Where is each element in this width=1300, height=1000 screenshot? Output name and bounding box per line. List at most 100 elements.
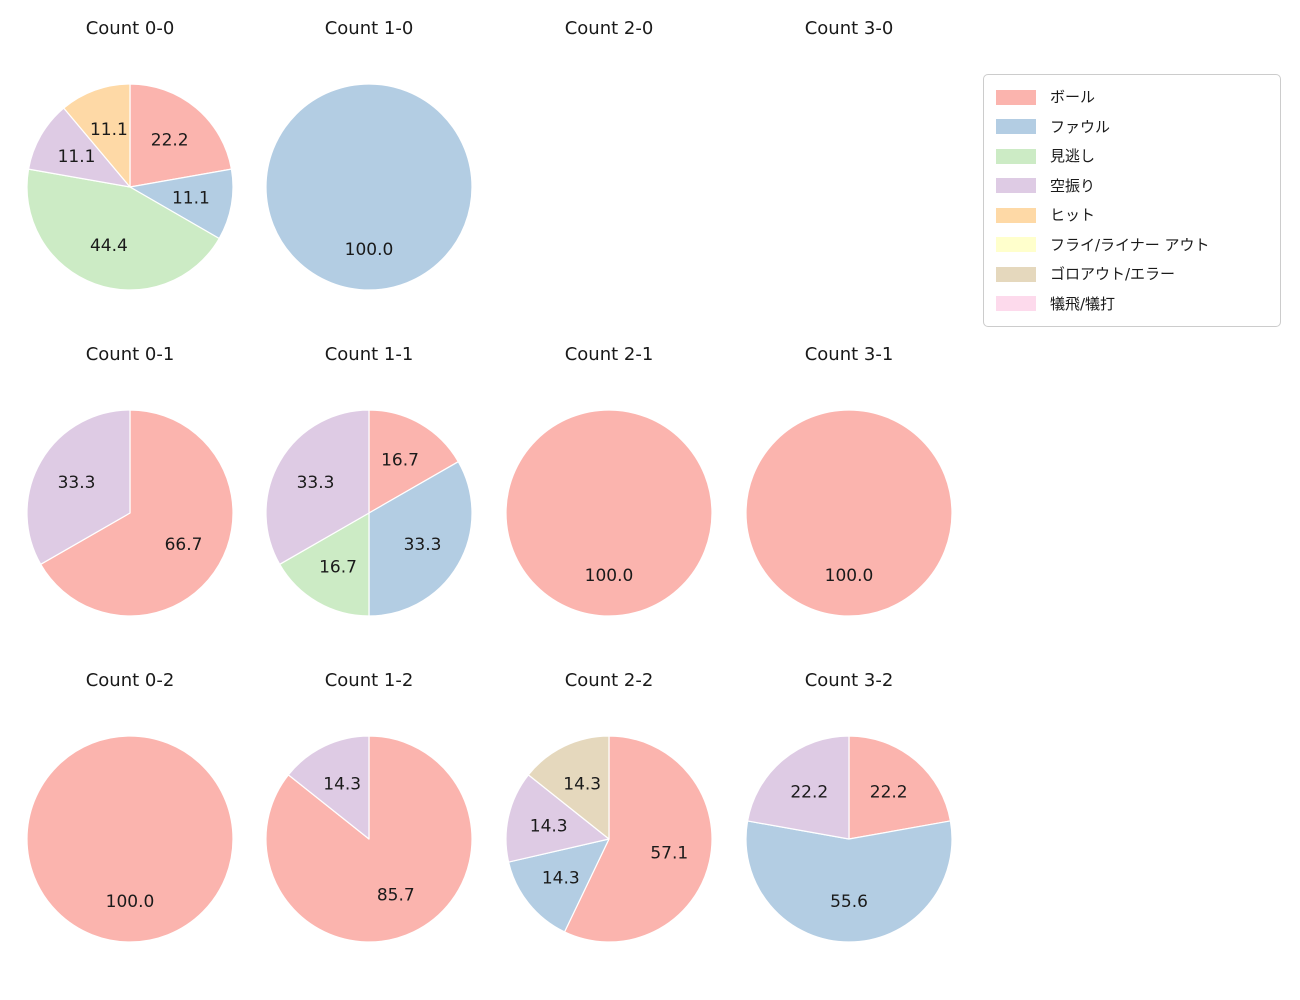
percent-label: 16.7 [319, 557, 357, 577]
subplot-title: Count 0-1 [85, 344, 175, 365]
pie-chart: 100.0 [26, 735, 234, 943]
legend-item: ヒット [996, 203, 1268, 227]
pie-slice [129, 83, 233, 188]
legend-label: ヒット [1050, 206, 1096, 225]
percent-label: 100.0 [585, 566, 634, 586]
percent-label: 22.2 [870, 783, 908, 803]
subplot-title: Count 3-1 [804, 344, 894, 365]
pie-slice [129, 168, 234, 240]
pie-slice [368, 409, 459, 514]
subplot-title: Count 0-0 [85, 18, 175, 39]
percent-label: 33.3 [404, 535, 442, 555]
percent-label: 14.3 [530, 816, 568, 836]
legend-label: 空振り [1050, 176, 1096, 195]
subplot-title: Count 1-1 [324, 344, 414, 365]
pie-chart: 22.2 55.6 22.2 [745, 735, 953, 943]
pie-chart: 85.7 14.3 [265, 735, 473, 943]
legend-item: 犠飛/犠打 [996, 292, 1268, 316]
legend-item: 見逃し [996, 144, 1268, 168]
subplot-count-3-1: Count 3-1 100.0 [729, 326, 969, 652]
percent-label: 14.3 [542, 869, 580, 889]
subplot-count-2-1: Count 2-1 100.0 [489, 326, 729, 652]
subplot-title: Count 3-0 [804, 18, 894, 39]
legend-swatch [996, 148, 1036, 164]
legend-label: ボール [1050, 88, 1096, 106]
percent-label: 100.0 [345, 240, 394, 260]
pie-slice [26, 168, 220, 291]
pie-slice [265, 83, 473, 291]
legend-label: ファウル [1050, 117, 1111, 136]
pie-chart: 22.2 11.1 44.4 11.1 11.1 [26, 83, 234, 291]
subplot-title: Count 2-1 [564, 344, 654, 365]
legend-label: フライ/ライナー アウト [1050, 235, 1210, 254]
legend-swatch [996, 296, 1036, 312]
percent-label: 100.0 [106, 892, 155, 912]
subplot-title: Count 1-0 [324, 18, 414, 39]
percent-label: 57.1 [650, 844, 688, 864]
legend-item: 空振り [996, 174, 1268, 198]
percent-label: 11.1 [90, 120, 128, 140]
legend-item: ゴロアウト/エラー [996, 262, 1268, 286]
percent-label: 14.3 [323, 774, 361, 794]
pie-slice [505, 774, 610, 863]
pie-slice [745, 820, 953, 943]
subplot-count-3-2: Count 3-2 22.2 55.6 22.2 [729, 652, 969, 978]
subplot-count-0-0: Count 0-0 22.2 11.1 44.4 11.1 11.1 [10, 0, 250, 326]
legend-swatch [996, 119, 1036, 135]
pie-slice [40, 409, 234, 617]
percent-label: 22.2 [151, 131, 189, 151]
subplot-count-2-0: Count 2-0 [489, 0, 729, 326]
legend-swatch [996, 89, 1036, 105]
percent-label: 44.4 [90, 236, 128, 256]
pie-slice [63, 83, 131, 188]
pie-slice [505, 409, 713, 617]
pie-slice [26, 409, 131, 565]
pie-slice [527, 735, 610, 840]
pie-chart: 100.0 [505, 409, 713, 617]
pie-slice [26, 735, 234, 943]
subplot-title: Count 1-2 [324, 670, 414, 691]
percent-label: 66.7 [165, 535, 203, 555]
legend-item: ファウル [996, 115, 1268, 139]
pie-slice [287, 735, 370, 840]
pie-slice [563, 735, 713, 943]
subplot-count-0-2: Count 0-2 100.0 [10, 652, 250, 978]
pie-slice [368, 461, 473, 617]
subplot-count-2-2: Count 2-2 57.1 14.3 14.3 14.3 [489, 652, 729, 978]
pie-slice [508, 838, 610, 933]
subplot-title: Count 2-0 [564, 18, 654, 39]
legend-label: 犠飛/犠打 [1050, 294, 1116, 313]
legend-swatch [996, 266, 1036, 282]
percent-label: 85.7 [377, 886, 415, 906]
pie-chart: 57.1 14.3 14.3 14.3 [505, 735, 713, 943]
percent-label: 33.3 [58, 473, 96, 493]
pie-slice [746, 735, 850, 840]
percent-label: 14.3 [563, 774, 601, 794]
pie-chart: 66.7 33.3 [26, 409, 234, 617]
subplot-count-3-0: Count 3-0 [729, 0, 969, 326]
legend-swatch [996, 237, 1036, 253]
percent-label: 22.2 [790, 783, 828, 803]
legend-swatch [996, 207, 1036, 223]
subplot-count-1-0: Count 1-0 100.0 [249, 0, 489, 326]
subplot-title: Count 3-2 [804, 670, 894, 691]
legend: ボールファウル見逃し空振りヒットフライ/ライナー アウト ゴロアウト/エラー 犠飛/… [983, 74, 1281, 327]
percent-label: 11.1 [172, 189, 210, 209]
legend-label: 見逃し [1050, 147, 1096, 166]
percent-label: 55.6 [830, 892, 868, 912]
percent-label: 100.0 [825, 566, 874, 586]
pie-chart: 100.0 [265, 83, 473, 291]
pie-slice [27, 107, 131, 188]
pie-slice [265, 735, 473, 943]
pie-chart: 16.7 33.3 16.7 33.3 [265, 409, 473, 617]
pie-slice [848, 735, 952, 840]
legend-swatch [996, 178, 1036, 194]
legend-label: ゴロアウト/エラー [1050, 265, 1176, 284]
pie-slice [279, 512, 370, 617]
pie-chart: 100.0 [745, 409, 953, 617]
pie-slice [745, 409, 953, 617]
legend-item: ボール [996, 85, 1268, 109]
percent-label: 16.7 [381, 450, 419, 470]
pie-slice [265, 409, 370, 565]
